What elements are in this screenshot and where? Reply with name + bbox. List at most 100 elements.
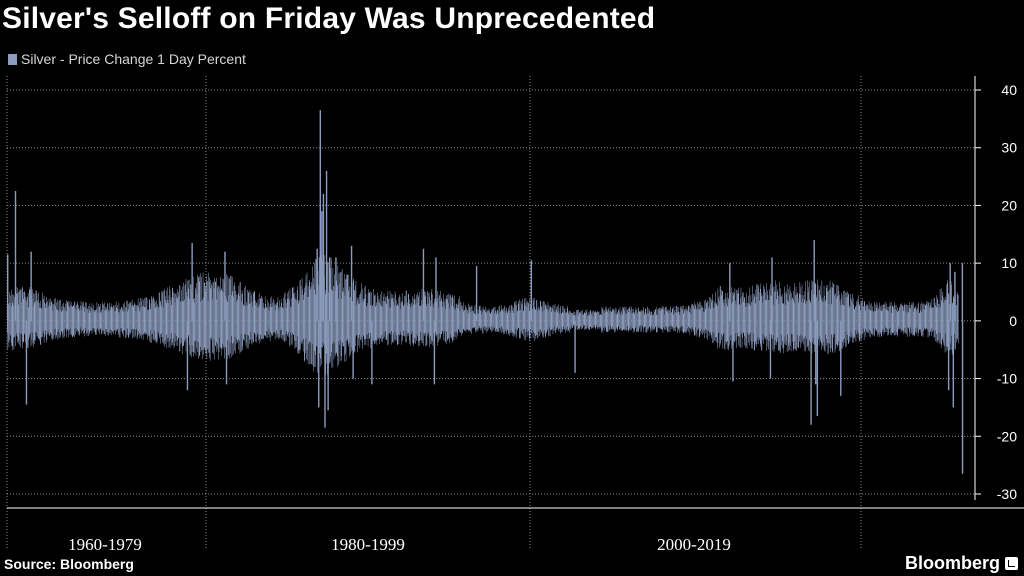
daily-change-bar — [443, 293, 444, 341]
daily-change-bar — [597, 311, 599, 328]
daily-change-bar — [99, 306, 100, 335]
daily-change-bar — [187, 280, 188, 338]
daily-change-bar — [510, 312, 511, 334]
daily-change-bar — [706, 303, 708, 338]
daily-change-bar — [342, 291, 344, 347]
daily-change-bar — [580, 313, 582, 327]
daily-change-bar — [427, 292, 429, 335]
daily-change-bar — [823, 285, 825, 349]
daily-change-bar — [905, 305, 906, 334]
daily-change-bar — [906, 304, 907, 335]
daily-change-bar — [676, 312, 678, 328]
daily-change-bar — [483, 309, 484, 328]
daily-change-bar — [115, 310, 116, 335]
daily-change-bar — [802, 295, 804, 339]
daily-change-bar — [876, 302, 878, 332]
daily-change-bar — [189, 298, 190, 345]
daily-change-bar — [598, 312, 599, 328]
daily-change-bar — [475, 304, 477, 330]
daily-change-bar — [242, 303, 244, 341]
daily-change-bar — [365, 294, 367, 345]
daily-change-bar — [912, 304, 913, 336]
daily-change-bar — [841, 295, 843, 349]
daily-change-bar — [929, 305, 931, 331]
daily-change-bar — [343, 292, 345, 347]
daily-change-bar — [301, 277, 303, 344]
daily-change-bar — [360, 291, 362, 339]
spike-bar — [319, 110, 322, 321]
daily-change-bar — [759, 283, 761, 344]
daily-change-bar — [578, 309, 579, 329]
daily-change-bar — [112, 308, 114, 333]
daily-change-bar — [223, 292, 225, 348]
daily-change-bar — [818, 300, 819, 340]
daily-change-bar — [462, 305, 463, 333]
daily-change-bar — [176, 296, 177, 336]
daily-change-bar — [30, 298, 32, 347]
daily-change-bar — [14, 296, 15, 337]
daily-change-bar — [581, 314, 583, 330]
daily-change-bar — [239, 296, 240, 341]
daily-change-bar — [544, 303, 546, 337]
daily-change-bar — [915, 307, 916, 333]
daily-change-bar — [245, 306, 247, 347]
daily-change-bar — [884, 304, 885, 333]
daily-change-bar — [113, 305, 114, 335]
daily-change-bar — [805, 281, 806, 352]
daily-change-bar — [51, 301, 52, 335]
daily-change-bar — [109, 302, 110, 334]
daily-change-bar — [641, 309, 642, 332]
daily-change-bar — [879, 302, 880, 337]
daily-change-bar — [365, 285, 366, 339]
daily-change-bar — [768, 300, 769, 350]
daily-change-bar — [536, 300, 537, 336]
daily-change-bar — [669, 308, 671, 333]
daily-change-bar — [312, 266, 313, 344]
daily-change-bar — [196, 283, 197, 348]
daily-change-bar — [77, 305, 79, 335]
daily-change-bar — [542, 301, 544, 335]
daily-change-bar — [652, 315, 653, 329]
daily-change-bar — [878, 309, 879, 335]
daily-change-bar — [336, 280, 337, 354]
daily-change-bar — [498, 306, 500, 333]
daily-change-bar — [598, 311, 600, 330]
daily-change-bar — [307, 286, 309, 365]
daily-change-bar — [883, 305, 884, 330]
daily-change-bar — [785, 291, 787, 341]
daily-change-bar — [845, 292, 846, 348]
daily-change-bar — [208, 281, 210, 353]
daily-change-bar — [349, 286, 350, 357]
daily-change-bar — [185, 278, 187, 352]
daily-change-bar — [409, 303, 410, 344]
daily-change-bar — [264, 308, 265, 336]
daily-change-bar — [155, 301, 157, 339]
daily-change-bar — [471, 305, 472, 334]
daily-change-bar — [38, 292, 39, 339]
daily-change-bar — [524, 298, 525, 329]
daily-change-bar — [831, 304, 832, 335]
daily-change-bar — [313, 277, 314, 372]
daily-change-bar — [920, 310, 921, 330]
daily-change-bar — [418, 306, 420, 341]
daily-change-bar — [296, 290, 298, 336]
daily-change-bar — [653, 310, 655, 329]
daily-change-bar — [478, 306, 480, 327]
daily-change-bar — [856, 304, 858, 335]
daily-change-bar — [196, 293, 198, 342]
daily-change-bar — [125, 308, 127, 338]
daily-change-bar — [577, 310, 578, 330]
daily-change-bar — [661, 309, 663, 330]
daily-change-bar — [78, 308, 80, 332]
daily-change-bar — [854, 308, 856, 340]
daily-change-bar — [91, 307, 92, 331]
daily-change-bar — [221, 289, 223, 348]
daily-change-bar — [519, 310, 521, 339]
daily-change-bar — [88, 310, 90, 335]
daily-change-bar — [649, 315, 651, 329]
daily-change-bar — [896, 310, 897, 333]
daily-change-bar — [188, 288, 190, 336]
daily-change-bar — [570, 312, 572, 329]
daily-change-bar — [337, 285, 338, 357]
daily-change-bar — [398, 305, 399, 335]
